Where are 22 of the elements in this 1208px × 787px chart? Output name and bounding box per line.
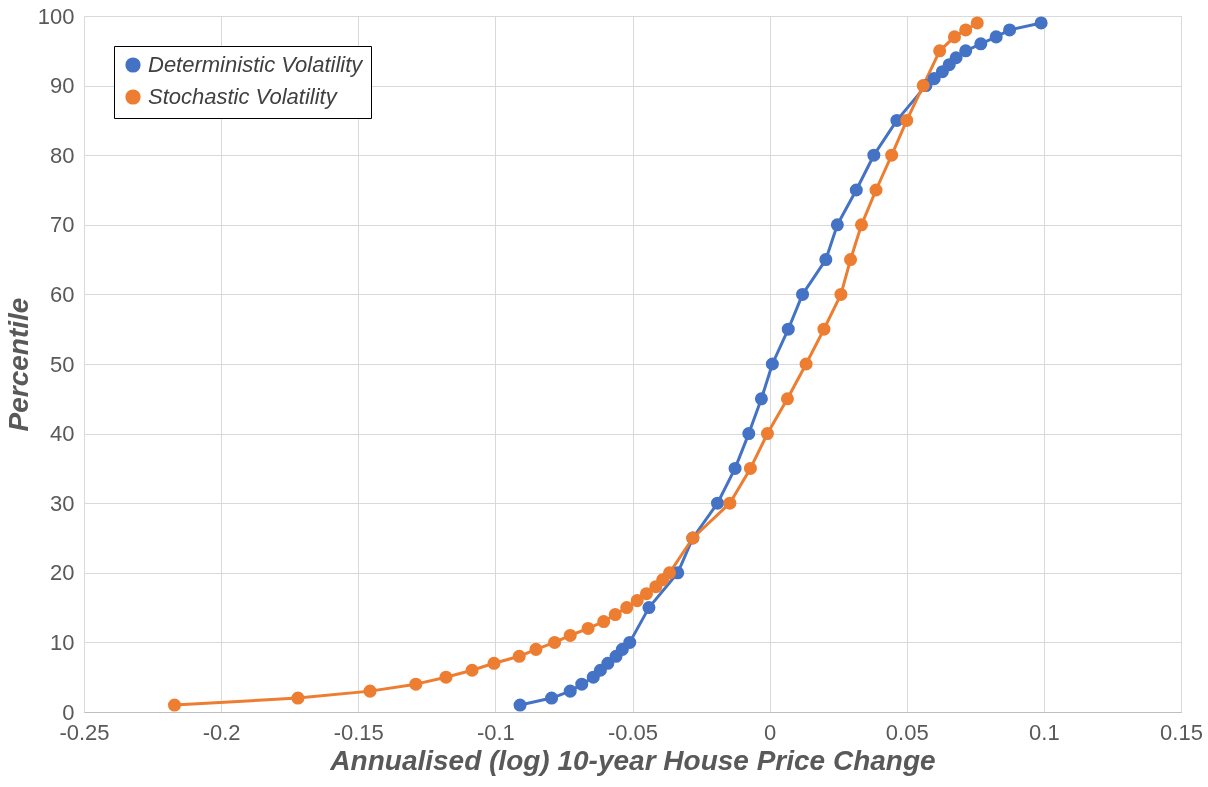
y-tick-label: 20 — [50, 560, 75, 586]
x-tick-label: 0 — [764, 719, 777, 745]
y-axis-title: Percentile — [2, 297, 34, 432]
y-tick-label: 30 — [50, 490, 75, 516]
y-tick-label: 60 — [50, 281, 75, 307]
x-tick-label: -0.15 — [333, 719, 384, 745]
x-axis-title: Annualised (log) 10-year House Price Change — [329, 744, 936, 776]
x-tick-label: -0.1 — [476, 719, 515, 745]
y-tick-label: 40 — [50, 421, 75, 447]
y-tick-label: 100 — [37, 3, 75, 29]
x-tick-label: -0.2 — [202, 719, 241, 745]
y-tick-label: 50 — [50, 351, 75, 377]
legend-label: Deterministic Volatility — [148, 52, 365, 77]
y-tick-label: 90 — [50, 73, 75, 99]
y-tick-label: 80 — [50, 142, 75, 168]
x-tick-label: -0.05 — [607, 719, 659, 745]
x-tick-label: 0.1 — [1029, 719, 1060, 745]
x-tick-label: 0.05 — [885, 719, 929, 745]
y-tick-label: 70 — [50, 212, 75, 238]
legend-label: Stochastic Volatility — [148, 84, 339, 109]
x-tick-label: 0.15 — [1160, 719, 1203, 745]
y-tick-label: 10 — [50, 629, 75, 655]
